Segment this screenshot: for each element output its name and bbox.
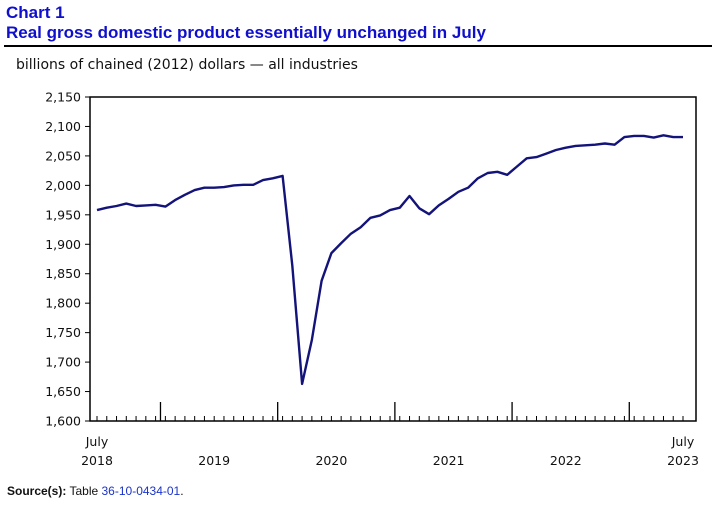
source-label: Source(s): bbox=[7, 484, 67, 498]
y-tick-label: 1,600 bbox=[45, 414, 81, 429]
gdp-series-line bbox=[96, 134, 683, 386]
y-tick-label: 2,150 bbox=[45, 90, 81, 105]
x-axis: July 2018 July 2023 2019 2020 2021 2022 bbox=[81, 402, 699, 468]
x-year-label: 2021 bbox=[433, 453, 465, 468]
y-tick-label: 2,000 bbox=[45, 178, 81, 193]
y-tick-label: 2,050 bbox=[45, 148, 81, 163]
y-tick-label: 1,900 bbox=[45, 237, 81, 252]
source-text: Table bbox=[69, 484, 99, 498]
line-chart: 1,600 1,650 1,700 1,750 1,800 1,850 1,900 1,950… bbox=[45, 90, 699, 469]
x-year-label: 2023 bbox=[667, 453, 699, 468]
chart-title: Real gross domestic product essentially … bbox=[6, 23, 486, 42]
title-divider bbox=[4, 45, 712, 47]
y-axis-label: billions of chained (2012) dollars — all… bbox=[16, 57, 358, 73]
y-tick-label: 1,700 bbox=[45, 355, 81, 370]
source-note: Source(s): Table 36-10-0434-01. bbox=[7, 484, 184, 498]
x-year-label: 2018 bbox=[81, 453, 113, 468]
series-group bbox=[96, 134, 683, 386]
x-month-label: July bbox=[85, 434, 109, 449]
plot-area bbox=[89, 96, 697, 422]
source-table-link[interactable]: 36-10-0434-01 bbox=[101, 484, 181, 498]
x-month-label: July bbox=[671, 434, 695, 449]
y-tick-label: 2,100 bbox=[45, 119, 81, 134]
y-tick-label: 1,750 bbox=[45, 325, 81, 340]
y-tick-label: 1,650 bbox=[45, 384, 81, 399]
y-tick-label: 1,800 bbox=[45, 296, 81, 311]
source-suffix: . bbox=[180, 484, 184, 498]
y-tick-label: 1,850 bbox=[45, 266, 81, 281]
x-year-label: 2022 bbox=[550, 453, 582, 468]
x-year-label: 2020 bbox=[315, 453, 347, 468]
chart-number: Chart 1 bbox=[6, 3, 65, 22]
x-year-label: 2019 bbox=[198, 453, 230, 468]
y-tick-label: 1,950 bbox=[45, 207, 81, 222]
y-axis: 1,600 1,650 1,700 1,750 1,800 1,850 1,900 1,950… bbox=[45, 90, 90, 429]
